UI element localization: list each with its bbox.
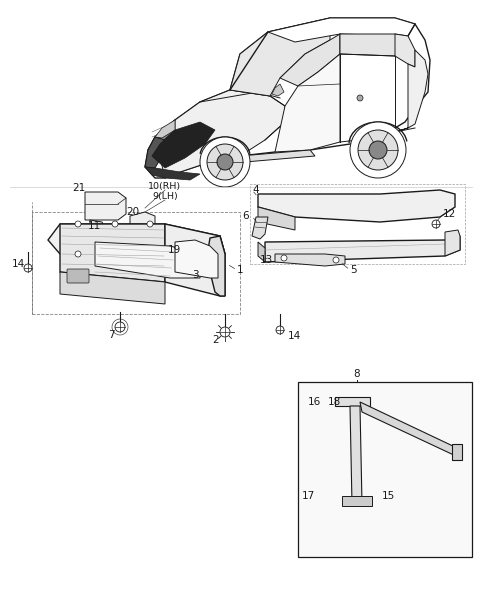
Text: 3: 3: [192, 270, 199, 280]
Circle shape: [281, 255, 287, 261]
Polygon shape: [85, 192, 126, 220]
Polygon shape: [252, 217, 268, 239]
Text: 14: 14: [12, 259, 25, 269]
Circle shape: [75, 251, 81, 257]
Circle shape: [350, 122, 406, 178]
Circle shape: [276, 326, 284, 334]
Circle shape: [384, 506, 392, 512]
Text: 17: 17: [302, 491, 315, 501]
Polygon shape: [275, 254, 345, 266]
Text: 16: 16: [308, 397, 321, 407]
Text: 1: 1: [237, 265, 244, 275]
Polygon shape: [90, 220, 105, 238]
Polygon shape: [155, 120, 175, 138]
Polygon shape: [452, 444, 462, 460]
Polygon shape: [395, 34, 415, 67]
Text: 18: 18: [328, 397, 341, 407]
Polygon shape: [342, 496, 372, 506]
Circle shape: [384, 518, 392, 524]
Polygon shape: [445, 230, 460, 256]
Text: 13: 13: [260, 255, 273, 265]
Polygon shape: [210, 150, 315, 168]
Polygon shape: [340, 34, 408, 57]
Polygon shape: [275, 54, 340, 152]
Circle shape: [432, 220, 440, 228]
Polygon shape: [230, 18, 330, 96]
Polygon shape: [265, 236, 460, 262]
Text: 11: 11: [88, 221, 101, 231]
Polygon shape: [95, 242, 200, 278]
Polygon shape: [395, 50, 428, 132]
Polygon shape: [60, 224, 165, 282]
Text: 9(LH): 9(LH): [152, 192, 178, 201]
Circle shape: [358, 130, 398, 170]
Polygon shape: [152, 122, 215, 168]
Circle shape: [333, 257, 339, 263]
Text: 5: 5: [350, 265, 357, 275]
Text: 8: 8: [353, 369, 360, 379]
Polygon shape: [280, 34, 340, 86]
Text: 14: 14: [288, 331, 301, 341]
Circle shape: [147, 221, 153, 227]
Polygon shape: [272, 84, 284, 96]
Polygon shape: [148, 120, 175, 156]
Circle shape: [184, 268, 192, 276]
Text: 20: 20: [126, 207, 139, 217]
Circle shape: [318, 410, 326, 418]
Polygon shape: [165, 224, 225, 296]
Polygon shape: [208, 236, 225, 296]
Polygon shape: [335, 397, 370, 406]
Text: 7: 7: [108, 330, 115, 340]
Polygon shape: [130, 212, 155, 234]
Polygon shape: [268, 18, 415, 42]
Circle shape: [200, 137, 250, 187]
Polygon shape: [360, 402, 458, 457]
Circle shape: [104, 228, 112, 236]
Circle shape: [369, 141, 387, 159]
Polygon shape: [145, 137, 165, 168]
Text: 10(RH): 10(RH): [148, 182, 181, 190]
Polygon shape: [258, 207, 295, 230]
Circle shape: [334, 410, 342, 418]
Text: 6: 6: [242, 211, 249, 221]
Polygon shape: [145, 167, 200, 180]
Circle shape: [217, 154, 233, 170]
Polygon shape: [145, 18, 430, 178]
Circle shape: [357, 95, 363, 101]
Circle shape: [75, 221, 81, 227]
Circle shape: [178, 240, 186, 248]
Circle shape: [353, 386, 361, 394]
Circle shape: [115, 322, 125, 332]
Circle shape: [312, 506, 319, 512]
Text: 19: 19: [168, 245, 181, 255]
Polygon shape: [155, 90, 285, 178]
Polygon shape: [60, 272, 165, 304]
Text: 2: 2: [212, 335, 218, 345]
Text: 12: 12: [443, 209, 456, 219]
Circle shape: [24, 264, 32, 272]
Circle shape: [136, 230, 144, 238]
Polygon shape: [258, 190, 455, 222]
Circle shape: [207, 144, 243, 180]
Circle shape: [396, 509, 404, 515]
FancyBboxPatch shape: [298, 382, 472, 557]
Polygon shape: [258, 242, 265, 262]
Circle shape: [112, 221, 118, 227]
Text: 4: 4: [252, 185, 259, 195]
Polygon shape: [48, 224, 225, 254]
Polygon shape: [175, 240, 218, 278]
Circle shape: [220, 327, 230, 337]
Circle shape: [312, 518, 319, 524]
Circle shape: [323, 509, 329, 515]
Text: 21: 21: [72, 183, 85, 193]
Polygon shape: [350, 406, 362, 504]
FancyBboxPatch shape: [67, 269, 89, 283]
Text: 15: 15: [382, 491, 395, 501]
